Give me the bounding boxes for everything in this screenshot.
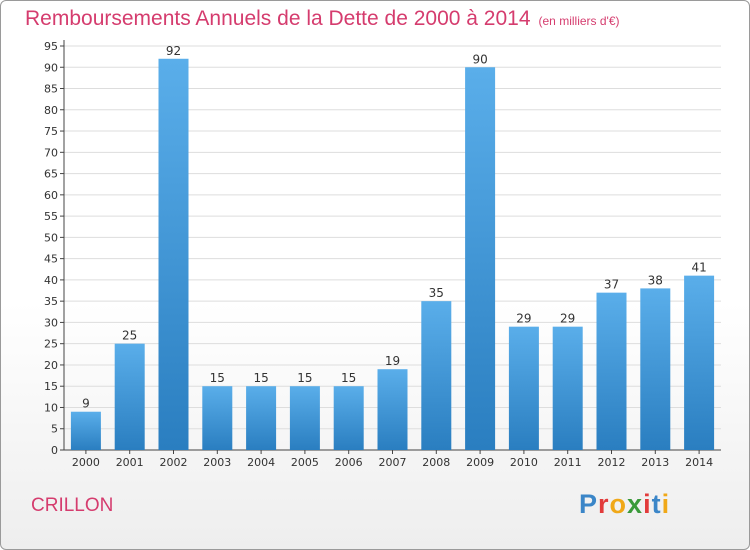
x-tick-label: 2000 [72, 456, 100, 469]
x-tick-label: 2004 [247, 456, 275, 469]
bar-value-label: 41 [691, 261, 706, 275]
y-tick-label: 5 [51, 423, 58, 436]
y-tick-label: 35 [44, 295, 58, 308]
y-tick-label: 75 [44, 125, 58, 138]
brand-letter: x [627, 489, 644, 519]
x-tick-label: 2005 [291, 456, 319, 469]
x-tick-label: 2007 [379, 456, 407, 469]
bar-value-label: 15 [253, 371, 268, 385]
bar-value-label: 38 [648, 273, 663, 287]
y-tick-label: 10 [44, 401, 58, 414]
bar-value-label: 37 [604, 278, 619, 292]
bar [70, 411, 101, 450]
y-tick-label: 20 [44, 359, 58, 372]
bar [640, 288, 671, 450]
bar [202, 386, 233, 450]
bar-value-label: 15 [297, 371, 312, 385]
bar [377, 369, 408, 450]
x-tick-label: 2008 [422, 456, 450, 469]
bars [70, 58, 715, 451]
x-tick-label: 2012 [598, 456, 626, 469]
bar [552, 326, 583, 450]
y-tick-label: 80 [44, 104, 58, 117]
bar [596, 292, 627, 450]
commune-name: CRILLON [31, 495, 114, 516]
y-tick-label: 15 [44, 380, 58, 393]
x-tick-label: 2002 [160, 456, 188, 469]
y-tick-label: 55 [44, 210, 58, 223]
bar [289, 386, 320, 450]
bar-value-label: 29 [516, 312, 531, 326]
y-tick-label: 30 [44, 316, 58, 329]
bar [114, 343, 145, 450]
x-tick-label: 2013 [641, 456, 669, 469]
bar [684, 275, 715, 450]
y-tick-label: 65 [44, 168, 58, 181]
x-tick-label: 2001 [116, 456, 144, 469]
brand-letter: o [609, 489, 628, 519]
bar-value-label: 90 [472, 52, 487, 66]
bar [246, 386, 277, 450]
y-tick-label: 90 [44, 61, 58, 74]
x-tick-label: 2006 [335, 456, 363, 469]
bar [508, 326, 539, 450]
labels: 0510152025303540455055606570758085909592… [44, 40, 713, 469]
bar-value-label: 19 [385, 354, 400, 368]
bar-value-label: 92 [166, 44, 181, 58]
bar-value-label: 25 [122, 329, 137, 343]
brand-letter: t [651, 489, 662, 519]
brand-letter: r [598, 489, 610, 519]
y-tick-label: 0 [51, 444, 58, 457]
brand-letter: P [579, 489, 599, 519]
bar-value-label: 15 [341, 371, 356, 385]
chart-title: Remboursements Annuels de la Dette de 20… [25, 7, 620, 30]
y-tick-label: 50 [44, 231, 58, 244]
bar-value-label: 15 [210, 371, 225, 385]
y-tick-label: 85 [44, 83, 58, 96]
brand-letter: i [661, 489, 671, 519]
bar-value-label: 29 [560, 312, 575, 326]
y-tick-label: 60 [44, 189, 58, 202]
x-tick-label: 2011 [554, 456, 582, 469]
y-tick-label: 95 [44, 40, 58, 53]
bar [465, 67, 496, 451]
bar-value-label: 9 [82, 397, 90, 411]
bar [421, 301, 452, 450]
brand-logo: Proxiti [579, 489, 670, 520]
bar-value-label: 35 [429, 286, 444, 300]
brand-letter: i [643, 489, 652, 519]
x-tick-label: 2003 [203, 456, 231, 469]
x-tick-label: 2010 [510, 456, 538, 469]
bar [158, 58, 189, 450]
chart-subtitle: (en milliers d'€) [538, 14, 620, 28]
x-tick-label: 2014 [685, 456, 713, 469]
y-tick-label: 70 [44, 146, 58, 159]
y-tick-label: 45 [44, 253, 58, 266]
bar [333, 386, 364, 450]
x-tick-label: 2009 [466, 456, 494, 469]
y-tick-label: 25 [44, 338, 58, 351]
y-tick-label: 40 [44, 274, 58, 287]
